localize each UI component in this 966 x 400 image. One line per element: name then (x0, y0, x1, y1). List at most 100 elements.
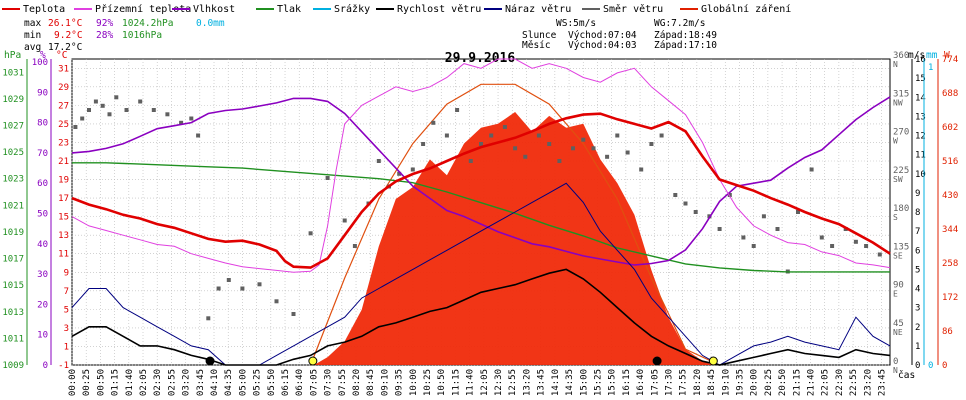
time-tick-label: 01:15 (111, 369, 121, 396)
time-tick-label: 15:50 (608, 369, 618, 396)
direction-cardinal-label: S (893, 213, 898, 222)
temp-tick-label: 21 (58, 157, 69, 167)
pressure-tick-label: 1027 (2, 122, 24, 132)
legend-label-rychlost-vetru: Rychlost větru (397, 3, 481, 15)
radiation-tick-label: 0 (942, 361, 947, 371)
temp-tick-label: 11 (58, 250, 69, 260)
direction-tick-label: 0 (893, 357, 898, 367)
radiation-tick-label: 344 (942, 225, 958, 235)
time-tick-label: 10:00 (409, 369, 419, 396)
wind-direction-point (444, 133, 449, 138)
wind-direction-point (557, 159, 562, 163)
wind-direction-point (291, 312, 296, 316)
radiation-tick-label: 430 (942, 191, 958, 201)
wind-tick-label: 10 (915, 170, 926, 180)
time-tick-label: 05:00 (238, 369, 248, 396)
wind-tick-label: 4 (915, 285, 920, 295)
time-tick-label: 06:40 (295, 369, 305, 396)
wind-direction-point (138, 99, 143, 104)
wind-direction-point (639, 167, 644, 172)
time-tick-label: 08:20 (352, 369, 362, 396)
wind-direction-point (673, 193, 678, 197)
wind-direction-point (523, 154, 528, 159)
time-tick-label: 02:05 (139, 369, 149, 396)
temp-tick-label: 5 (64, 305, 69, 315)
wind-direction-point (257, 282, 262, 287)
time-tick-label: 15:25 (593, 369, 603, 396)
direction-tick-label: 45 (893, 319, 904, 329)
stat-max-label: max (24, 18, 41, 29)
sun-moon-markers (205, 356, 718, 366)
time-tick-label: 10:50 (437, 369, 447, 396)
time-tick-label: 21:40 (806, 369, 816, 396)
time-tick-label: 05:50 (267, 369, 277, 396)
wind-direction-point (741, 235, 746, 240)
wind-direction-point (468, 159, 473, 163)
direction-cardinal-label: N (893, 366, 898, 375)
wind-direction-point (431, 120, 436, 125)
legend-label-tlak: Tlak (277, 4, 301, 15)
legend-label-teplota: Teplota (23, 4, 65, 15)
legend-label-naraz-vetru: Náraz větru (505, 3, 571, 15)
temp-tick-label: 27 (58, 101, 69, 111)
rain-unit: mm (926, 50, 938, 61)
time-tick-label: 16:15 (622, 369, 632, 396)
direction-tick-label: 90 (893, 281, 904, 291)
wind-direction-point (547, 142, 552, 146)
time-tick-label: 04:35 (224, 369, 234, 396)
temp-tick-label: 1 (64, 342, 69, 352)
legend: Teplota Přízemní teplota Vlhkost Tlak Sr… (2, 3, 791, 15)
legend-item-naraz-vetru: Náraz větru (484, 3, 571, 15)
time-tick-label: 06:15 (281, 369, 291, 396)
wind-direction-point (571, 146, 575, 151)
pressure-unit: hPa (4, 50, 21, 61)
time-tick-label: 04:10 (210, 369, 220, 396)
moonrise-marker (205, 356, 215, 366)
wind-tick-label: 9 (915, 189, 920, 199)
legend-item-globalni-zareni: Globální záření (680, 3, 791, 15)
wind-direction-point (421, 142, 426, 146)
series (71, 58, 891, 366)
pressure-tick-label: 1019 (2, 228, 24, 238)
direction-cardinal-label: SE (893, 251, 903, 260)
wind-direction-point (693, 210, 698, 214)
direction-tick-label: 225 (893, 166, 909, 176)
wind-direction-point (502, 125, 507, 129)
wind-direction-point (581, 137, 586, 142)
wind-direction-point (206, 316, 211, 321)
wind-direction-point (80, 116, 85, 121)
time-tick-label: 07:30 (324, 369, 334, 396)
time-tick-label: 05:25 (253, 369, 263, 396)
wind-tick-label: 5 (915, 265, 920, 275)
legend-label-globalni-zareni: Globální záření (701, 3, 791, 15)
time-tick-label: 12:55 (508, 369, 518, 396)
humidity-unit: % (40, 50, 46, 61)
wind-direction-point (114, 95, 119, 100)
wind-direction-point (107, 112, 112, 117)
time-tick-label: 14:10 (551, 369, 561, 396)
time-tick-label: 22:30 (835, 369, 845, 396)
humidity-tick-label: 50 (37, 210, 48, 220)
wind-direction-point (325, 176, 330, 180)
stat-avg-label: avg (24, 42, 41, 53)
wind-direction-point (819, 235, 824, 240)
time-tick-label: 19:35 (735, 369, 745, 396)
radiation-theoretical-curve (310, 83, 720, 366)
stat-press-min: 1016hPa (122, 30, 162, 41)
direction-tick-label: 135 (893, 242, 909, 252)
temp-unit: °C (56, 50, 67, 61)
series-tlak (72, 162, 890, 273)
legend-item-prizemni-teplota: Přízemní teplota (74, 3, 191, 15)
stat-temp-avg: 17.2°C (48, 42, 82, 53)
rain-tick-label: 0 (928, 361, 933, 371)
wind-direction-point (659, 133, 664, 138)
astro-ws: WS:5m/s (556, 18, 596, 29)
time-tick-label: 23:45 (877, 369, 887, 396)
direction-tick-label: 270 (893, 128, 909, 138)
stat-hum-min: 28% (96, 30, 113, 41)
wind-direction-point (196, 133, 201, 138)
sunset-marker (708, 356, 718, 366)
time-tick-label: 08:45 (366, 369, 376, 396)
wind-direction-point (352, 244, 357, 248)
temp-tick-label: 29 (58, 83, 69, 93)
